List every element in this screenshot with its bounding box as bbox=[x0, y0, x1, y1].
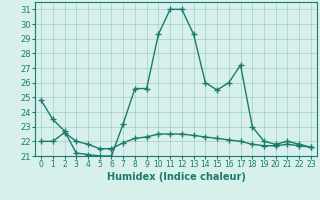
X-axis label: Humidex (Indice chaleur): Humidex (Indice chaleur) bbox=[107, 172, 245, 182]
